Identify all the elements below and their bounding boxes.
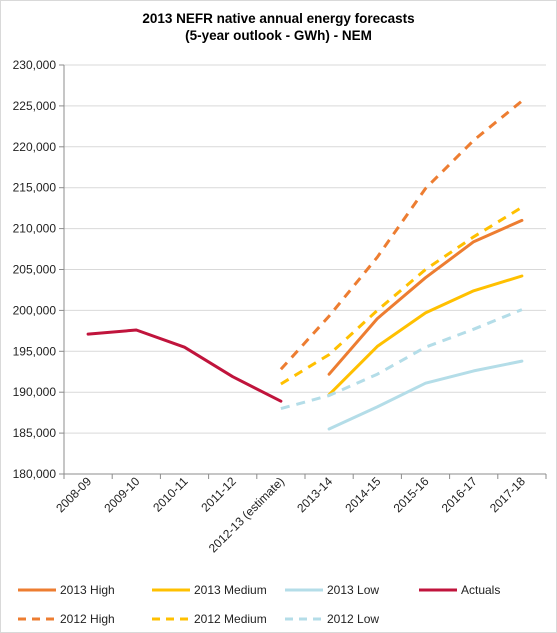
x-tick-label: 2009-10	[101, 474, 142, 515]
y-tick-label: 180,000	[13, 467, 57, 481]
y-tick-label: 190,000	[13, 385, 57, 399]
legend-label: Actuals	[461, 583, 500, 597]
legend-label: 2012 Low	[327, 612, 379, 626]
x-tick-label: 2014-15	[342, 474, 383, 515]
legend-label: 2012 High	[60, 612, 115, 626]
legend: 2013 High 2013 Medium 2013 Low Actuals 2012 …	[18, 583, 500, 626]
series-line-2012-low	[280, 308, 523, 411]
legend-label: 2013 Low	[327, 583, 379, 597]
legend-label: 2013 Medium	[194, 583, 267, 597]
gridlines	[64, 64, 546, 475]
series-line-2012-high	[279, 99, 523, 371]
y-tick-label: 205,000	[13, 263, 57, 277]
y-tick-label: 200,000	[13, 303, 57, 317]
x-tick-label: 2013-14	[294, 474, 335, 515]
x-tick-label: 2008-09	[53, 474, 94, 515]
y-tick-label: 220,000	[13, 140, 57, 154]
legend-label: 2012 Medium	[194, 612, 267, 626]
y-tick-label: 215,000	[13, 181, 57, 195]
chart-title: 2013 NEFR native annual energy forecasts	[142, 11, 415, 26]
x-tick-label: 2016-17	[439, 474, 480, 515]
x-tick-label: 2011-12	[198, 474, 239, 515]
x-tick-label: 2017-18	[487, 474, 528, 515]
series-line-2013-low	[327, 359, 524, 431]
series-lines	[86, 99, 524, 431]
legend-label: 2013 High	[60, 583, 115, 597]
x-tick-label: 2010-11	[150, 474, 191, 515]
y-tick-label: 185,000	[13, 426, 57, 440]
y-tick-label: 210,000	[13, 222, 57, 236]
axes: 180,000 185,000 190,000 195,000 200,000 205,0…	[13, 58, 547, 555]
series-line-actuals	[86, 328, 283, 403]
y-tick-label: 230,000	[13, 58, 57, 72]
series-line-2013-medium	[327, 274, 524, 397]
y-tick-label: 195,000	[13, 344, 57, 358]
series-line-2012-medium	[280, 206, 523, 386]
chart-subtitle: (5-year outlook - GWh) - NEM	[185, 28, 372, 43]
chart-title-block: 2013 NEFR native annual energy forecasts…	[0, 10, 557, 44]
series-line-2013-high	[327, 218, 524, 376]
x-tick-label: 2015-16	[391, 474, 432, 515]
y-tick-label: 225,000	[13, 99, 57, 113]
